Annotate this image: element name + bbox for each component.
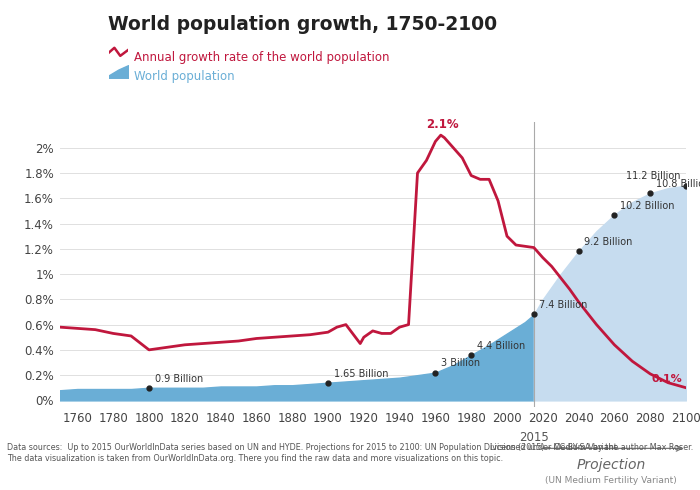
Text: 2015: 2015 — [519, 431, 549, 444]
Text: 0.9 Billion: 0.9 Billion — [155, 373, 203, 384]
Text: 4.4 Billion: 4.4 Billion — [477, 341, 525, 351]
Text: (UN Medium Fertility Variant): (UN Medium Fertility Variant) — [545, 476, 677, 485]
Text: 10.2 Billion: 10.2 Billion — [620, 200, 675, 211]
Text: Annual growth rate of the world population: Annual growth rate of the world populati… — [134, 51, 390, 65]
Text: Licensed under CC-BY-SA by the author Max Roser.: Licensed under CC-BY-SA by the author Ma… — [490, 443, 693, 452]
Text: 10.8 Billion: 10.8 Billion — [656, 179, 700, 189]
Text: 0.1%: 0.1% — [652, 374, 682, 384]
Text: Projection: Projection — [576, 459, 645, 472]
Text: World population: World population — [134, 70, 235, 83]
Text: Data sources:  Up to 2015 OurWorldInData series based on UN and HYDE. Projection: Data sources: Up to 2015 OurWorldInData … — [7, 443, 620, 463]
Text: 1.65 Billion: 1.65 Billion — [334, 368, 388, 379]
Text: 11.2 Billion: 11.2 Billion — [626, 172, 680, 181]
Text: World population growth, 1750-2100: World population growth, 1750-2100 — [108, 15, 498, 34]
Text: 2.1%: 2.1% — [426, 119, 459, 131]
Text: 7.4 Billion: 7.4 Billion — [540, 300, 588, 310]
Text: 3 Billion: 3 Billion — [441, 358, 480, 368]
Text: in Data: in Data — [22, 45, 59, 53]
Text: 9.2 Billion: 9.2 Billion — [584, 237, 633, 247]
Text: Our World: Our World — [15, 15, 66, 24]
